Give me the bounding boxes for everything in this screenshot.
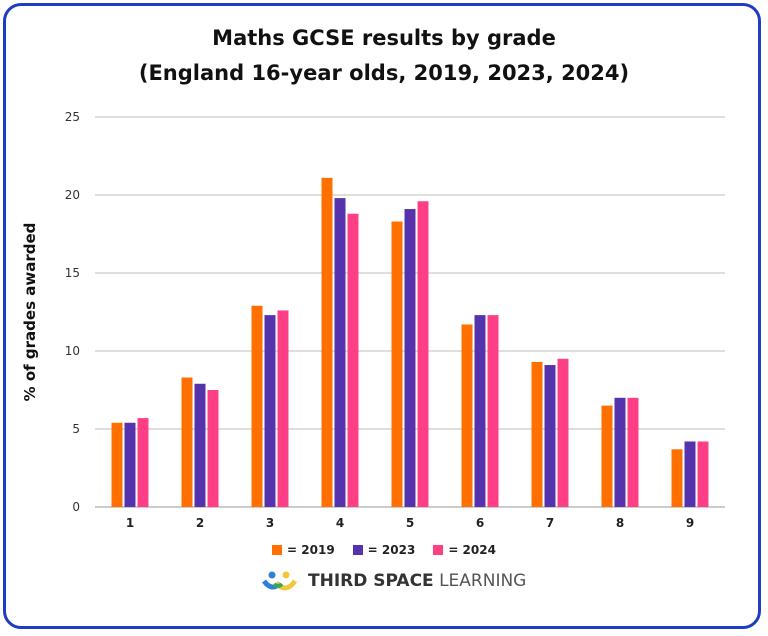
bar-3-1 <box>264 315 276 507</box>
legend-item: = 2023 <box>352 543 416 557</box>
bar-2-1 <box>194 383 206 507</box>
y-tick-label: 5 <box>72 422 80 436</box>
bar-2-2 <box>207 390 219 507</box>
bar-4-1 <box>334 198 346 507</box>
legend-swatch <box>433 545 444 555</box>
y-tick-label: 10 <box>65 344 80 358</box>
legend-item: = 2019 <box>272 543 335 557</box>
bar-5-0 <box>391 221 403 507</box>
bar-8-1 <box>614 397 626 507</box>
chart-subtitle: (England 16-year olds, 2019, 2023, 2024) <box>138 61 630 85</box>
x-tick-label: 2 <box>196 516 204 530</box>
bar-2-0 <box>181 377 193 507</box>
bar-7-0 <box>531 361 543 507</box>
bar-8-0 <box>601 405 613 507</box>
x-tick-label: 3 <box>266 516 274 530</box>
bar-1-0 <box>111 422 123 507</box>
bar-7-2 <box>557 358 569 507</box>
bar-6-1 <box>474 315 486 507</box>
legend-swatch <box>352 545 363 555</box>
third-space-logo-icon <box>262 571 298 591</box>
bar-4-0 <box>321 177 333 507</box>
y-tick-label: 0 <box>72 500 80 514</box>
bar-6-2 <box>487 315 499 507</box>
y-tick-label: 25 <box>65 110 80 124</box>
legend: = 2019 = 2023 = 2024 <box>0 543 768 557</box>
bar-5-1 <box>404 209 416 508</box>
x-tick-label: 4 <box>336 516 344 530</box>
brand-name-bold: THIRD SPACE <box>308 571 434 591</box>
legend-label: = 2024 <box>448 543 496 557</box>
brand-logo: THIRD SPACE LEARNING <box>262 570 526 592</box>
bar-9-1 <box>684 441 696 507</box>
legend-swatch <box>272 545 283 555</box>
bar-1-2 <box>137 418 149 507</box>
legend-label: = 2023 <box>367 543 416 557</box>
bar-3-2 <box>277 310 289 507</box>
y-tick-label: 15 <box>65 266 80 280</box>
chart-title: Maths GCSE results by grade <box>212 26 556 50</box>
legend-item: = 2024 <box>433 543 496 557</box>
bar-6-0 <box>461 324 473 507</box>
bar-1-1 <box>124 422 136 507</box>
x-tick-label: 8 <box>616 516 624 530</box>
x-tick-label: 7 <box>546 516 554 530</box>
bar-9-2 <box>697 441 709 507</box>
y-tick-label: 20 <box>65 188 80 202</box>
x-tick-label: 9 <box>686 516 694 530</box>
bar-4-2 <box>347 213 359 507</box>
x-tick-label: 5 <box>406 516 414 530</box>
brand-name-light: LEARNING <box>439 571 527 591</box>
legend-label: = 2019 <box>287 543 335 557</box>
bar-3-0 <box>251 305 263 507</box>
chart-frame <box>3 3 761 629</box>
bar-5-2 <box>417 201 429 508</box>
bar-8-2 <box>627 397 639 507</box>
bar-9-0 <box>671 449 683 507</box>
bar-7-1 <box>544 365 556 507</box>
x-tick-label: 1 <box>126 516 134 530</box>
x-tick-label: 6 <box>476 516 484 530</box>
